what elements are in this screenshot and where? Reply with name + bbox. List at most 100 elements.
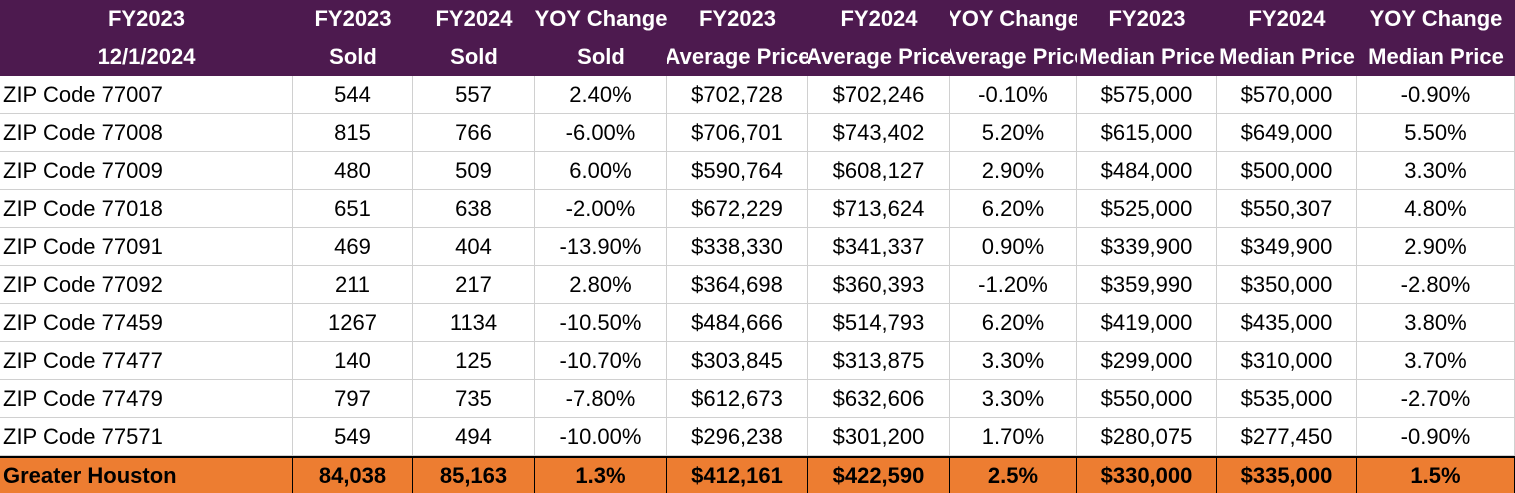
header-cell: FY2023 <box>0 0 293 38</box>
table-cell: $550,307 <box>1217 190 1357 228</box>
table-cell: $280,075 <box>1077 418 1217 456</box>
table-cell: $364,698 <box>667 266 808 304</box>
table-cell: $484,666 <box>667 304 808 342</box>
table-cell: 5.50% <box>1357 114 1515 152</box>
table-cell: $341,337 <box>808 228 950 266</box>
table-cell: $612,673 <box>667 380 808 418</box>
row-label: ZIP Code 77477 <box>0 342 293 380</box>
table-cell: $706,701 <box>667 114 808 152</box>
row-label: ZIP Code 77571 <box>0 418 293 456</box>
table-cell: 509 <box>413 152 535 190</box>
table-cell: $360,393 <box>808 266 950 304</box>
header-cell: Median Price <box>1357 38 1515 76</box>
total-cell: 1.3% <box>535 456 667 493</box>
table-cell: 766 <box>413 114 535 152</box>
table-cell: 3.70% <box>1357 342 1515 380</box>
header-cell: FY2024 <box>1217 0 1357 38</box>
header-cell: Median Price <box>1217 38 1357 76</box>
table-cell: $350,000 <box>1217 266 1357 304</box>
table-cell: 735 <box>413 380 535 418</box>
table-cell: $590,764 <box>667 152 808 190</box>
table-cell: -0.90% <box>1357 76 1515 114</box>
table-cell: $435,000 <box>1217 304 1357 342</box>
header-cell: 12/1/2024 <box>0 38 293 76</box>
table-cell: 125 <box>413 342 535 380</box>
table-cell: $310,000 <box>1217 342 1357 380</box>
table-cell: 6.20% <box>950 190 1077 228</box>
table-cell: -10.50% <box>535 304 667 342</box>
header-cell: Average Price <box>950 38 1077 76</box>
row-label: ZIP Code 77459 <box>0 304 293 342</box>
table-cell: $615,000 <box>1077 114 1217 152</box>
table-cell: $632,606 <box>808 380 950 418</box>
header-cell: Sold <box>535 38 667 76</box>
table-cell: -2.80% <box>1357 266 1515 304</box>
table-cell: $419,000 <box>1077 304 1217 342</box>
table-cell: -0.90% <box>1357 418 1515 456</box>
table-cell: 544 <box>293 76 413 114</box>
table-cell: $296,238 <box>667 418 808 456</box>
row-label: ZIP Code 77009 <box>0 152 293 190</box>
table-cell: 549 <box>293 418 413 456</box>
total-cell: 85,163 <box>413 456 535 493</box>
total-cell: $330,000 <box>1077 456 1217 493</box>
table-cell: $313,875 <box>808 342 950 380</box>
table-cell: $570,000 <box>1217 76 1357 114</box>
header-cell: FY2024 <box>808 0 950 38</box>
table-cell: -1.20% <box>950 266 1077 304</box>
row-label: ZIP Code 77007 <box>0 76 293 114</box>
row-label: ZIP Code 77091 <box>0 228 293 266</box>
row-label: ZIP Code 77092 <box>0 266 293 304</box>
table-cell: 469 <box>293 228 413 266</box>
table-cell: $500,000 <box>1217 152 1357 190</box>
row-label: ZIP Code 77008 <box>0 114 293 152</box>
table-cell: $301,200 <box>808 418 950 456</box>
table-cell: -10.00% <box>535 418 667 456</box>
table-cell: 2.90% <box>950 152 1077 190</box>
table-cell: 0.90% <box>950 228 1077 266</box>
table-cell: -2.00% <box>535 190 667 228</box>
table-cell: $338,330 <box>667 228 808 266</box>
table-cell: 211 <box>293 266 413 304</box>
header-cell: YOY Change <box>1357 0 1515 38</box>
table-cell: $303,845 <box>667 342 808 380</box>
table-cell: $359,990 <box>1077 266 1217 304</box>
table-cell: $535,000 <box>1217 380 1357 418</box>
table-cell: $713,624 <box>808 190 950 228</box>
row-label: ZIP Code 77479 <box>0 380 293 418</box>
table-cell: 2.80% <box>535 266 667 304</box>
total-cell: $422,590 <box>808 456 950 493</box>
table-cell: -7.80% <box>535 380 667 418</box>
header-cell: Sold <box>413 38 535 76</box>
total-cell: 1.5% <box>1357 456 1515 493</box>
table-cell: $550,000 <box>1077 380 1217 418</box>
table-cell: -6.00% <box>535 114 667 152</box>
table-cell: -13.90% <box>535 228 667 266</box>
row-label: ZIP Code 77018 <box>0 190 293 228</box>
header-cell: Median Price <box>1077 38 1217 76</box>
total-cell: 84,038 <box>293 456 413 493</box>
table-cell: $339,900 <box>1077 228 1217 266</box>
total-cell: 2.5% <box>950 456 1077 493</box>
header-cell: YOY Change <box>535 0 667 38</box>
table-cell: -2.70% <box>1357 380 1515 418</box>
table-cell: 480 <box>293 152 413 190</box>
header-cell: FY2023 <box>293 0 413 38</box>
table-cell: 5.20% <box>950 114 1077 152</box>
table-cell: $349,900 <box>1217 228 1357 266</box>
table-cell: 217 <box>413 266 535 304</box>
table-cell: 140 <box>293 342 413 380</box>
table-cell: $484,000 <box>1077 152 1217 190</box>
table-cell: 1267 <box>293 304 413 342</box>
header-cell: FY2024 <box>413 0 535 38</box>
table-cell: 404 <box>413 228 535 266</box>
total-label: Greater Houston <box>0 456 293 493</box>
table-cell: 494 <box>413 418 535 456</box>
table-cell: $672,229 <box>667 190 808 228</box>
total-cell: $412,161 <box>667 456 808 493</box>
table-cell: 3.80% <box>1357 304 1515 342</box>
table-cell: 2.90% <box>1357 228 1515 266</box>
table-cell: 2.40% <box>535 76 667 114</box>
table-cell: $743,402 <box>808 114 950 152</box>
